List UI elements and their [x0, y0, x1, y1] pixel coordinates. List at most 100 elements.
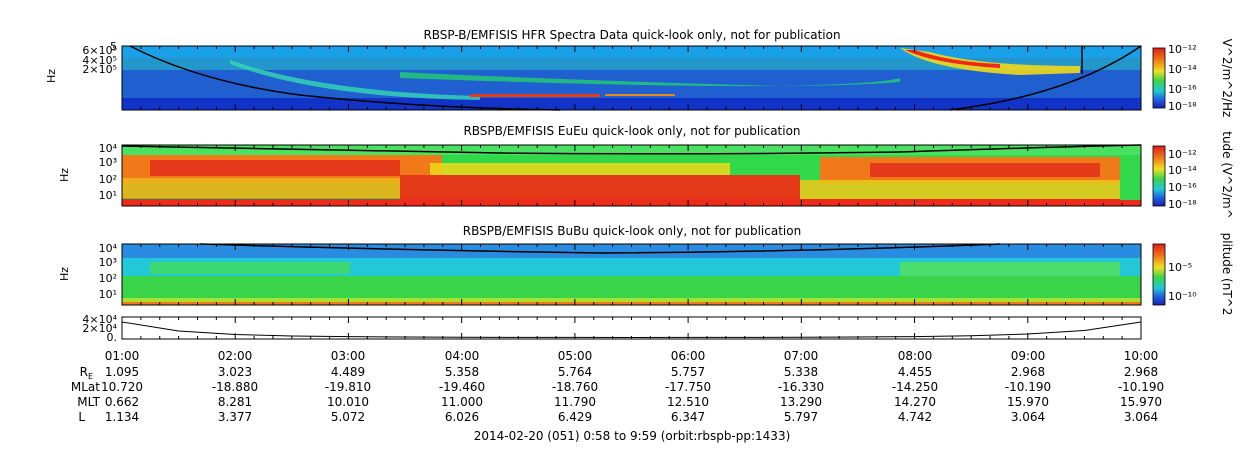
bubu-spectrogram	[121, 243, 1142, 306]
ephem-value: 10.720	[101, 380, 143, 394]
ephem-value: 5.764	[558, 365, 592, 379]
ephemeris-row-re: RE 1.095 3.023 4.489 5.358 5.764 5.757 5…	[80, 365, 1159, 381]
hfr-cbar-tick: 10⁻¹⁴	[1168, 63, 1197, 76]
time-tick-label: 02:00	[218, 349, 253, 363]
ephem-value: 10.010	[327, 395, 369, 409]
hfr-cbar-tick: 10⁻¹⁸	[1168, 100, 1197, 113]
ephem-value: 5.358	[445, 365, 479, 379]
ephem-value: 8.281	[218, 395, 252, 409]
bubu-ytick-label: 10²	[99, 272, 117, 285]
ephem-value: 3.377	[218, 410, 252, 424]
ephem-value: 1.134	[105, 410, 139, 424]
ephem-value: -18.880	[212, 380, 258, 394]
time-tick-label: 08:00	[898, 349, 933, 363]
bubu-cbar-label: plitude (nT^2	[1220, 233, 1234, 316]
bubu-cbar-tick: 10⁻¹⁰	[1168, 290, 1197, 303]
line-ytick-label: 0.	[107, 331, 118, 344]
ephem-value: 11.790	[554, 395, 596, 409]
ephem-value: 6.347	[671, 410, 705, 424]
hfr-colorbar: 10⁻¹² 10⁻¹⁴ 10⁻¹⁶ 10⁻¹⁸ V^2/m^2/Hz	[1152, 39, 1234, 117]
eueu-colorbar: 10⁻¹² 10⁻¹⁴ 10⁻¹⁶ 10⁻¹⁸ tude (V^2/m^	[1152, 131, 1234, 219]
eueu-ytick-label: 10⁴	[99, 142, 118, 155]
bubu-cbar-tick: 10⁻⁵	[1168, 261, 1192, 274]
footer-time-range: 2014-02-20 (051) 0:58 to 9:59 (orbit:rbs…	[474, 429, 791, 443]
ephem-value: 5.338	[784, 365, 818, 379]
ephemeris-row-l: L 1.134 3.377 5.072 6.026 6.429 6.347 5.…	[78, 410, 1158, 424]
ephem-value: 3.023	[218, 365, 252, 379]
hfr-ytick-label: 5	[110, 40, 117, 53]
ephem-value: 2.968	[1011, 365, 1045, 379]
hfr-ytick-label: 4×10⁵	[82, 54, 117, 67]
ephem-value: 6.429	[558, 410, 592, 424]
time-tick-label: 06:00	[671, 349, 706, 363]
time-tick-label: 05:00	[558, 349, 593, 363]
time-tick-label: 07:00	[784, 349, 819, 363]
ephem-value: 3.064	[1124, 410, 1158, 424]
ephem-value: 13.290	[780, 395, 822, 409]
time-axis-ticks	[121, 46, 1142, 339]
eueu-cbar-tick: 10⁻¹⁴	[1168, 164, 1197, 177]
eueu-spectrogram	[121, 144, 1142, 207]
ephem-label-l: L	[78, 410, 85, 424]
ephem-value: 15.970	[1120, 395, 1162, 409]
ephem-value: 5.797	[784, 410, 818, 424]
ephem-label-mlt: MLT	[77, 395, 100, 409]
hfr-spectrogram	[121, 45, 1142, 111]
ephemeris-row-mlt: MLT 0.662 8.281 10.010 11.000 11.790 12.…	[77, 395, 1162, 409]
ephem-value: -19.810	[325, 380, 371, 394]
ephem-value: 4.455	[898, 365, 932, 379]
bubu-ytick-label: 10³	[99, 256, 117, 269]
bubu-colorbar: 10⁻⁵ 10⁻¹⁰ plitude (nT^2	[1152, 233, 1234, 316]
eueu-ylabel: Hz	[58, 168, 71, 182]
eueu-title: RBSPB/EMFISIS EuEu quick-look only, not …	[463, 124, 800, 138]
eueu-ytick-label: 10²	[99, 173, 117, 186]
ephem-value: 5.072	[331, 410, 365, 424]
ephem-value: -18.760	[552, 380, 598, 394]
hfr-ytick-label: 2×10⁵	[82, 63, 117, 76]
eueu-cbar-tick: 10⁻¹²	[1168, 148, 1197, 161]
ephem-value: -10.190	[1005, 380, 1051, 394]
ephem-label-mlat: MLat	[71, 380, 100, 394]
eueu-ytick-label: 10¹	[99, 189, 117, 202]
time-tick-label: 01:00	[105, 349, 140, 363]
hfr-cbar-tick: 10⁻¹²	[1168, 43, 1197, 56]
time-tick-label: 03:00	[331, 349, 366, 363]
bubu-title: RBSPB/EMFISIS BuBu quick-look only, not …	[463, 224, 801, 238]
ephem-value: -17.750	[665, 380, 711, 394]
ephem-value: 4.742	[898, 410, 932, 424]
bubu-ytick-label: 10⁴	[99, 242, 118, 255]
time-axis: 01:00 02:00 03:00 04:00 05:00 06:00 07:0…	[105, 349, 1159, 363]
hfr-title: RBSP-B/EMFISIS HFR Spectra Data quick-lo…	[423, 28, 840, 42]
hfr-ytick-label: 6×10⁵	[82, 44, 117, 57]
ephem-value: 14.270	[894, 395, 936, 409]
time-tick-label: 04:00	[445, 349, 480, 363]
bubu-panel: RBSPB/EMFISIS BuBu quick-look only, not …	[58, 224, 1234, 315]
time-tick-label: 10:00	[1124, 349, 1159, 363]
ephem-value: 2.968	[1124, 365, 1158, 379]
eueu-cbar-tick: 10⁻¹⁸	[1168, 198, 1197, 211]
ephem-value: 15.970	[1007, 395, 1049, 409]
bubu-ytick-label: 10¹	[99, 288, 117, 301]
ephem-value: -16.330	[778, 380, 824, 394]
ephem-value: 12.510	[667, 395, 709, 409]
line-panel: 4×10⁴ 2×10⁴ 0.	[82, 313, 1142, 344]
hfr-cbar-tick: 10⁻¹⁶	[1168, 83, 1197, 96]
hfr-ylabel: Hz	[45, 69, 58, 83]
ephem-value: -14.250	[892, 380, 938, 394]
ephem-value: 4.489	[331, 365, 365, 379]
ephem-value: 1.095	[105, 365, 139, 379]
eueu-cbar-tick: 10⁻¹⁶	[1168, 181, 1197, 194]
eueu-panel: RBSPB/EMFISIS EuEu quick-look only, not …	[58, 124, 1234, 219]
eueu-ytick-label: 10³	[99, 156, 117, 169]
line-ytick-label: 2×10⁴	[82, 322, 117, 335]
ephem-value: 0.662	[105, 395, 139, 409]
ephem-value: 11.000	[441, 395, 483, 409]
time-tick-label: 09:00	[1011, 349, 1046, 363]
eueu-cbar-label: tude (V^2/m^	[1220, 131, 1234, 219]
ephem-value: -10.190	[1118, 380, 1164, 394]
ephem-value: 3.064	[1011, 410, 1045, 424]
line-ytick-label: 4×10⁴	[82, 313, 117, 326]
hfr-panel: RBSP-B/EMFISIS HFR Spectra Data quick-lo…	[45, 28, 1234, 117]
ephem-label-re: RE	[80, 365, 93, 381]
